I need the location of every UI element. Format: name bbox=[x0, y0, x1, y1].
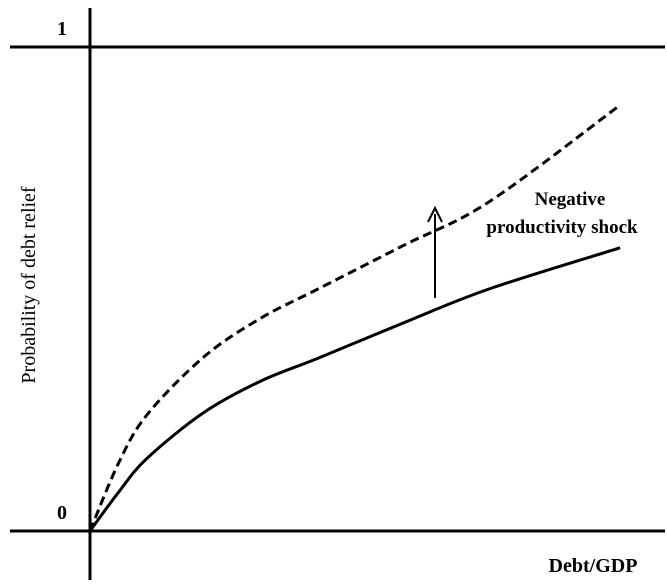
arrow-head bbox=[427, 205, 443, 223]
annotation: Negative bbox=[535, 189, 606, 210]
annotation: productivity shock bbox=[486, 217, 638, 238]
line bbox=[88, 246, 621, 532]
x-axis-label: Debt/GDP bbox=[549, 555, 638, 577]
y-tick-label: 0 bbox=[57, 502, 67, 524]
line bbox=[88, 103, 621, 532]
y-axis-label: Probability of debt relief bbox=[18, 186, 40, 384]
y-tick-label: 1 bbox=[57, 18, 67, 40]
